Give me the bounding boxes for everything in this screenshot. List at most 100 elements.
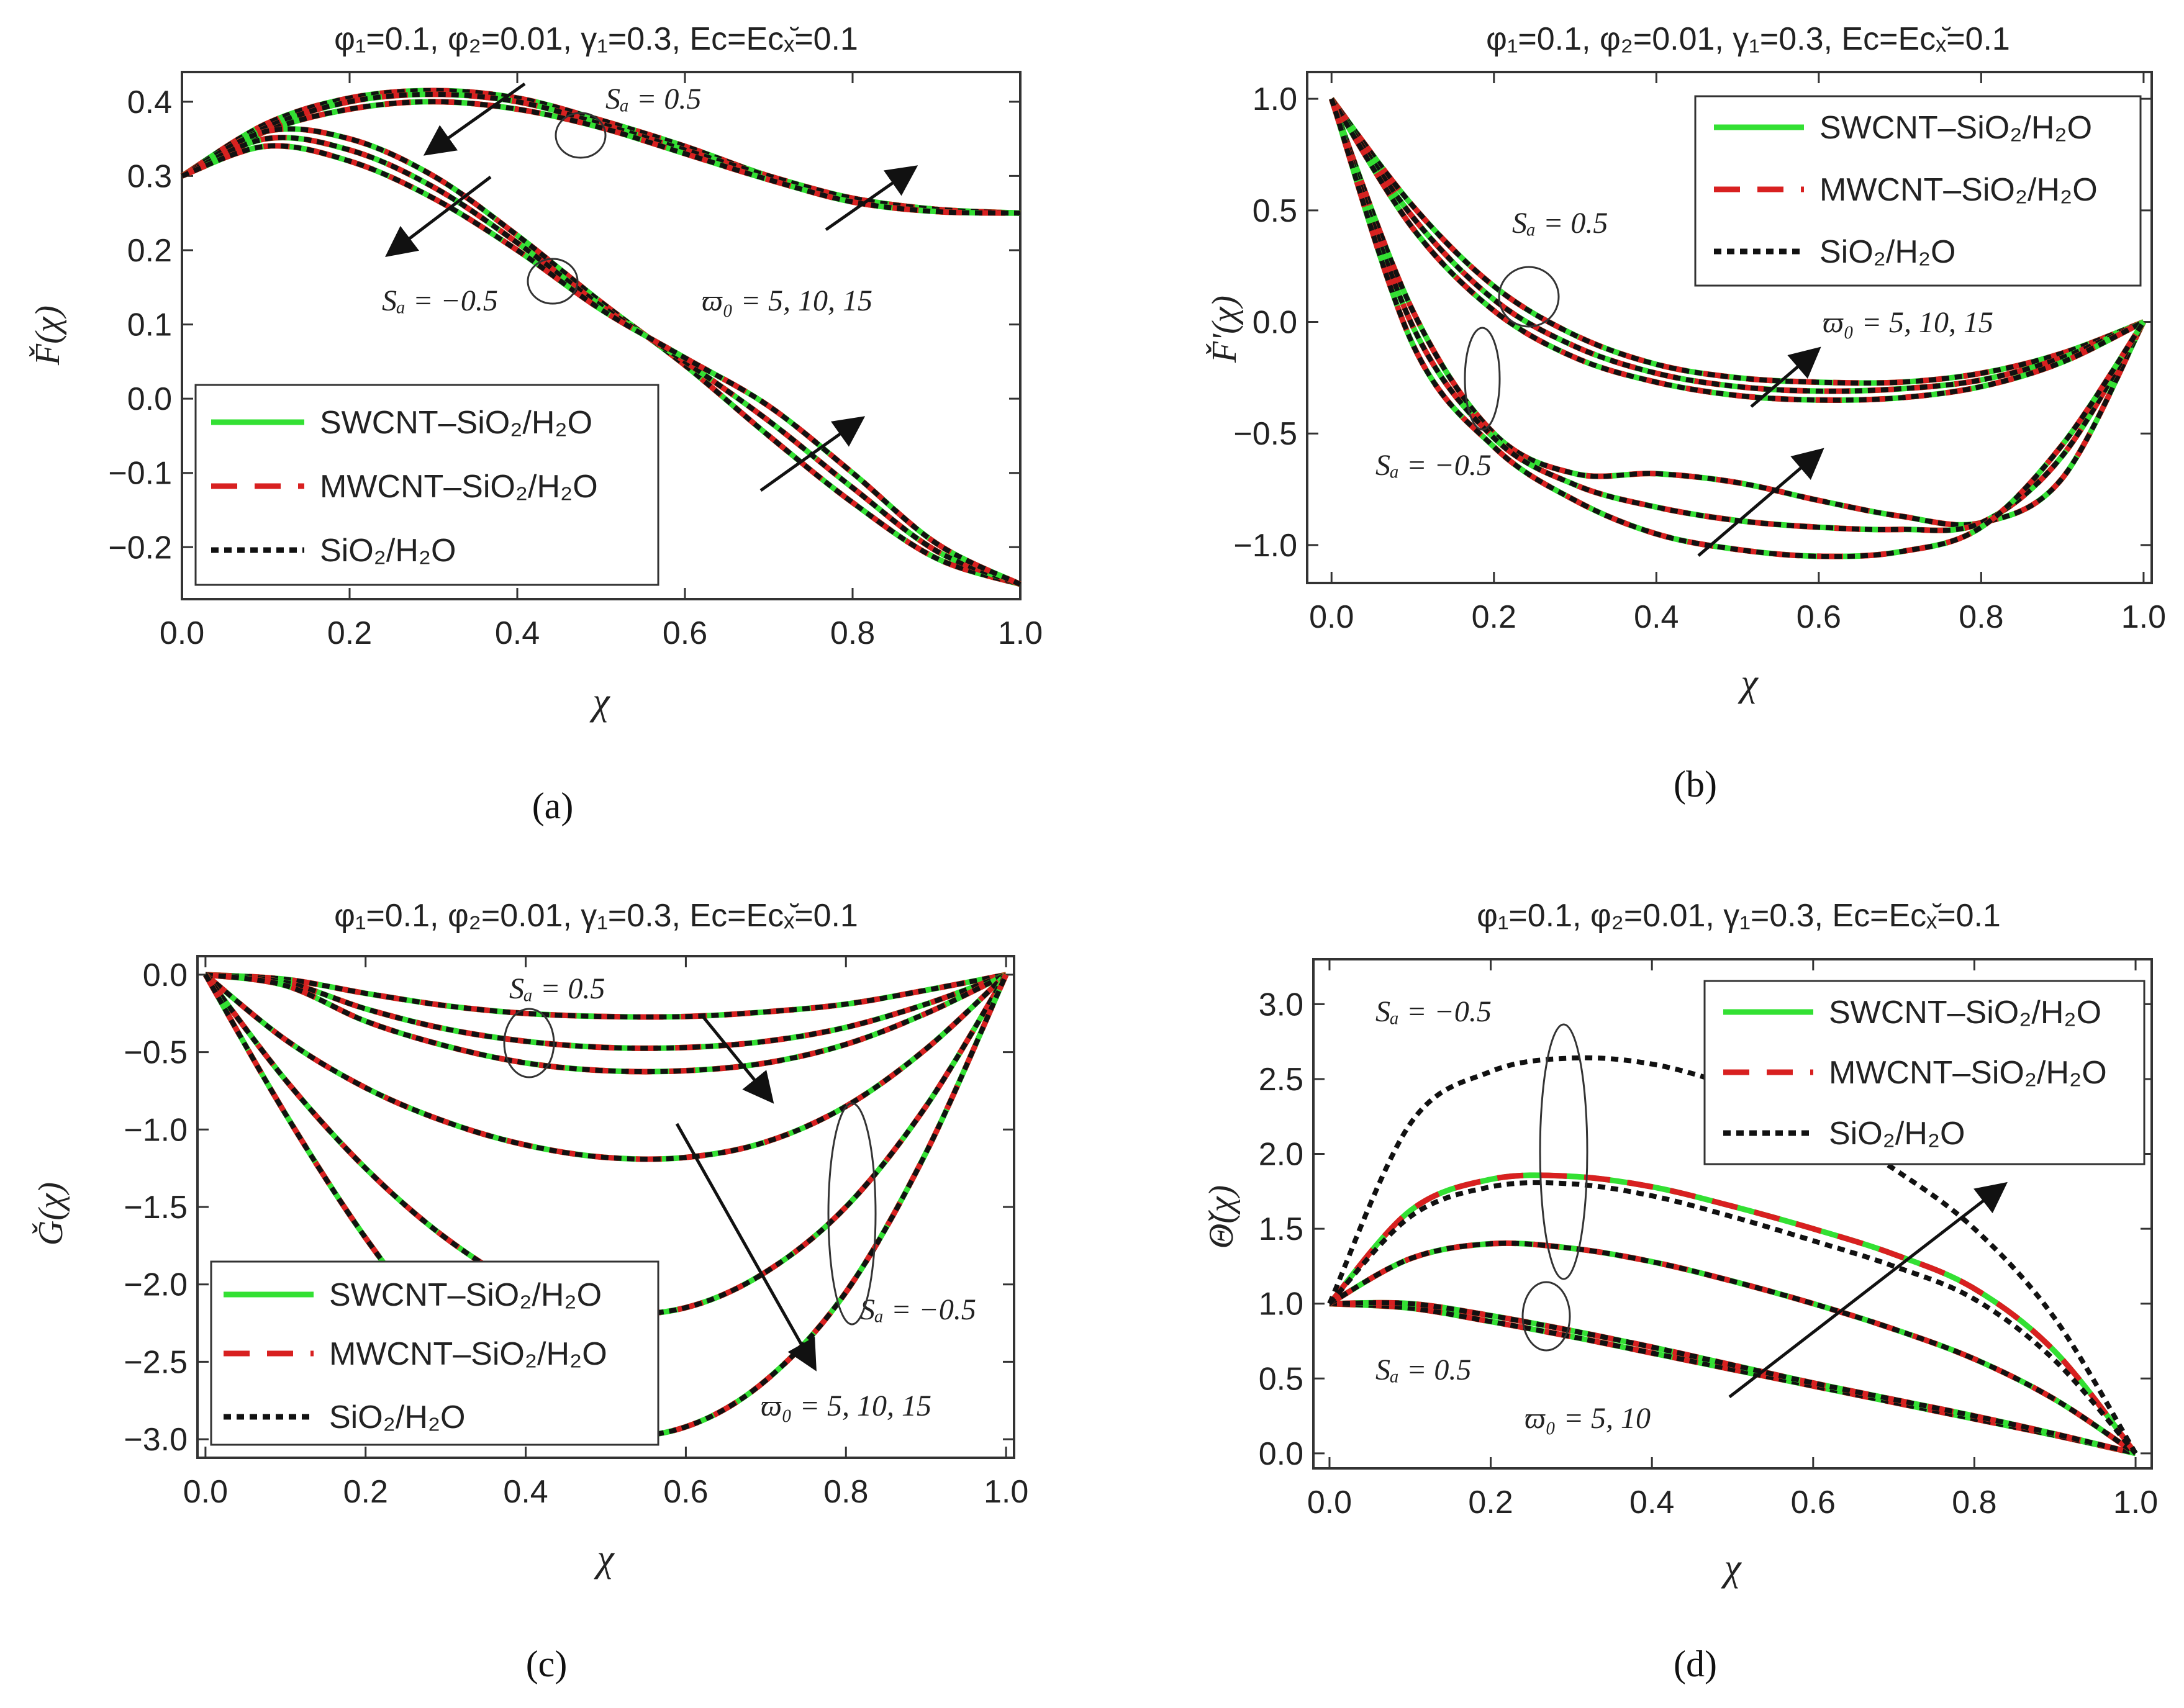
panel-c-ylabel: Ǧ(χ) <box>32 1182 70 1245</box>
y-tick-label: 0.4 <box>127 84 172 120</box>
panel-a-arrow-1 <box>423 82 526 156</box>
x-tick-label: 0.2 <box>1472 599 1516 635</box>
panel-b-title: φ₁=0.1, φ₂=0.01, γ₁=0.3, Ec=Ecₓ̆=0.1 <box>1486 21 2010 57</box>
y-tick-label: 0.0 <box>143 957 188 993</box>
y-tick-label: 1.0 <box>1259 1286 1303 1322</box>
panel-a: φ₁=0.1, φ₂=0.01, γ₁=0.3, Ec=Ecₓ̆=0.1 0.0… <box>29 21 1043 826</box>
curves <box>180 88 1022 587</box>
series-line-swcnt <box>1328 1240 2137 1456</box>
x-tick-label: 0.0 <box>1307 1484 1352 1520</box>
panel-b-ellipse-lower <box>1464 327 1501 431</box>
x-tick-label: 0.4 <box>1634 599 1679 635</box>
panel-c-ellipse-lower <box>827 1102 877 1326</box>
panel-d-xlabel: χ <box>1721 1547 1742 1589</box>
legend-label-swcnt: SWCNT–SiO₂/H₂O <box>1819 110 2092 146</box>
panel-a-omega-label: ϖ₀ = 5, 10, 15 <box>702 284 872 317</box>
series-line-sio2 <box>205 972 1007 1051</box>
panel-a-sq-pos-label: Sₐ = 0.5 <box>605 83 701 115</box>
x-tick-label: 0.8 <box>823 1474 868 1510</box>
x-tick-label: 0.8 <box>830 615 875 651</box>
legend-label-mwcnt: MWCNT–SiO₂/H₂O <box>1819 172 2098 208</box>
panel-d-sq-pos-label: Sₐ = 0.5 <box>1375 1353 1471 1386</box>
series-line-sio2 <box>181 143 1022 587</box>
series-line-mwcnt <box>181 143 1022 587</box>
legend-label-sio2: SiO₂/H₂O <box>320 533 456 569</box>
x-tick-label: 0.2 <box>1468 1484 1513 1520</box>
series-line-mwcnt <box>180 91 1021 216</box>
panel-c-arrow-1 <box>700 1014 774 1104</box>
panel-d: φ₁=0.1, φ₂=0.01, γ₁=0.3, Ec=Ecₓ̆=0.1 0.0… <box>1202 898 2158 1684</box>
panel-a-plot: 0.0 0.2 0.4 0.6 0.8 1.0 −0.2 −0.1 0.0 0.1 0.2 0.3 0.… <box>108 71 1043 651</box>
panel-c-sq-neg-label: Sₐ = −0.5 <box>860 1293 976 1326</box>
x-tick-label: 0.4 <box>503 1474 548 1510</box>
panel-b: φ₁=0.1, φ₂=0.01, γ₁=0.3, Ec=Ecₓ̆=0.1 0.0… <box>1205 21 2166 805</box>
y-tick-label: 0.2 <box>127 233 172 269</box>
panel-b-arrow-2 <box>1697 448 1824 557</box>
panel-d-sq-neg-label: Sₐ = −0.5 <box>1375 995 1492 1028</box>
panel-d-title: φ₁=0.1, φ₂=0.01, γ₁=0.3, Ec=Ecₓ̆=0.1 <box>1477 898 2001 934</box>
series-line-mwcnt <box>1328 1240 2137 1456</box>
panel-b-sq-neg-label: Sₐ = −0.5 <box>1375 449 1492 482</box>
panel-d-ellipse-lower <box>1521 1281 1571 1352</box>
panel-c-title: φ₁=0.1, φ₂=0.01, γ₁=0.3, Ec=Ecₓ̆=0.1 <box>334 898 858 934</box>
y-tick-label: 0.5 <box>1259 1361 1303 1397</box>
x-tick-label: 1.0 <box>984 1474 1028 1510</box>
series-line-sio2 <box>205 972 1007 1075</box>
y-tick-label: −0.2 <box>108 530 172 566</box>
y-tick-label: 1.0 <box>1253 81 1297 117</box>
panel-b-arrow-1 <box>1750 346 1821 408</box>
plot-frame <box>1306 71 2153 584</box>
legend-label-swcnt: SWCNT–SiO₂/H₂O <box>320 405 592 441</box>
panel-a-sq-neg-label: Sₐ = −0.5 <box>382 284 498 317</box>
curves <box>1328 97 2146 559</box>
panel-c-omega-label: ϖ₀ = 5, 10, 15 <box>761 1389 931 1422</box>
panel-d-omega-label: ϖ₀ = 5, 10 <box>1525 1402 1651 1435</box>
panel-c-legend: SWCNT–SiO₂/H₂O MWCNT–SiO₂/H₂O SiO₂/H₂O <box>210 1260 659 1446</box>
panel-a-arrow-3 <box>825 165 918 232</box>
y-tick-label: 2.0 <box>1259 1137 1303 1173</box>
panel-d-ylabel: Θ̌(χ) <box>1202 1185 1241 1249</box>
y-tick-label: −2.5 <box>124 1344 188 1380</box>
series-line-mwcnt <box>180 88 1021 216</box>
panel-c-arrow-2 <box>675 1123 817 1371</box>
panel-a-arrow-2 <box>385 176 492 258</box>
y-tick-label: 0.0 <box>127 381 172 417</box>
legend-label-sio2: SiO₂/H₂O <box>329 1399 466 1435</box>
x-tick-label: 0.8 <box>1952 1484 1996 1520</box>
y-tick-label: 0.0 <box>1259 1436 1303 1472</box>
x-tick-label: 0.0 <box>183 1474 228 1510</box>
y-tick-label: 1.5 <box>1259 1211 1303 1247</box>
y-tick-label: −1.0 <box>1233 528 1297 564</box>
series-line-sio2 <box>204 972 1008 1162</box>
y-tick-label: −0.5 <box>1233 416 1297 452</box>
x-tick-label: 0.6 <box>1791 1484 1836 1520</box>
series-line-sio2 <box>181 135 1022 587</box>
panel-a-ellipse-lower <box>527 258 579 305</box>
panel-a-xlabel: χ <box>589 680 610 723</box>
y-tick-label: −0.1 <box>108 456 172 492</box>
y-tick-label: −1.5 <box>124 1190 188 1226</box>
panel-c-ellipse-upper <box>503 1008 555 1078</box>
legend-label-mwcnt: MWCNT–SiO₂/H₂O <box>320 469 598 505</box>
panel-b-label: (b) <box>1674 764 1717 805</box>
x-tick-label: 1.0 <box>998 615 1043 651</box>
legend-label-mwcnt: MWCNT–SiO₂/H₂O <box>329 1336 607 1372</box>
plot-frame <box>181 71 1022 600</box>
x-tick-label: 0.6 <box>663 615 707 651</box>
panel-c-xlabel: χ <box>594 1537 615 1579</box>
x-tick-label: 0.0 <box>160 615 204 651</box>
panel-a-ellipse-upper <box>555 112 607 159</box>
panel-b-plot: 0.0 0.2 0.4 0.6 0.8 1.0 −1.0 −0.5 0.0 0.5 1.0 <box>1233 71 2166 635</box>
series-line-swcnt <box>205 972 1008 1075</box>
panel-c-sq-pos-label: Sₐ = 0.5 <box>509 972 605 1005</box>
panel-b-legend: SWCNT–SiO₂/H₂O MWCNT–SiO₂/H₂O SiO₂/H₂O <box>1694 95 2142 287</box>
series-line-sio2 <box>1330 97 2145 386</box>
series-line-sio2 <box>181 99 1021 216</box>
x-tick-label: 0.4 <box>1629 1484 1674 1520</box>
series-line-sio2 <box>205 972 1007 1020</box>
series-line-sio2 <box>1327 1055 2138 1455</box>
panel-b-xlabel: χ <box>1738 662 1759 704</box>
series-line-sio2 <box>1328 1240 2137 1456</box>
y-tick-label: −0.5 <box>124 1035 188 1071</box>
